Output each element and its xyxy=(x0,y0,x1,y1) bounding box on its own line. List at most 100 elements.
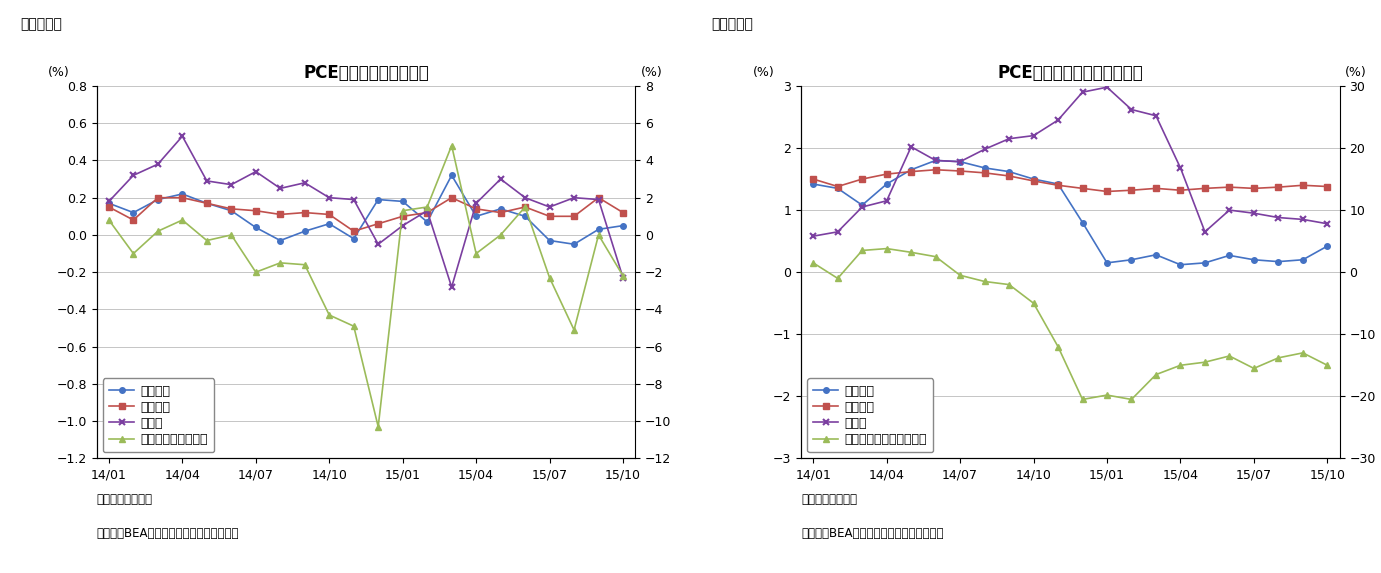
総合指数 xyxy=(1172,261,1189,268)
コア指数 xyxy=(1099,188,1116,195)
コア指数 xyxy=(247,207,264,214)
エネルギー関連（右軸） xyxy=(1025,300,1041,307)
コア指数 xyxy=(927,166,943,173)
コア指数 xyxy=(903,168,920,175)
食料品 xyxy=(805,233,822,240)
エネルギー関連（右軸） xyxy=(1123,396,1139,403)
総合指数 xyxy=(1246,256,1262,263)
エネルギー関連（右軸） xyxy=(1050,343,1066,350)
総合指数 xyxy=(272,237,289,244)
コア指数 xyxy=(370,220,387,227)
コア指数 xyxy=(174,194,191,201)
総合指数 xyxy=(222,207,240,214)
エネルギー関連（右軸） xyxy=(878,245,895,252)
コア指数 xyxy=(1001,172,1018,179)
コア指数 xyxy=(418,209,435,216)
Line: エネルギー（右軸）: エネルギー（右軸） xyxy=(106,143,626,430)
エネルギー（右軸） xyxy=(174,217,191,223)
食料品 xyxy=(1196,229,1213,236)
総合指数 xyxy=(418,218,435,225)
総合指数 xyxy=(1001,168,1018,175)
エネルギー関連（右軸） xyxy=(1148,371,1164,378)
食料品 xyxy=(1123,106,1139,113)
コア指数 xyxy=(1025,178,1041,185)
食料品 xyxy=(853,203,870,210)
エネルギー（右軸） xyxy=(443,142,460,149)
エネルギー（右軸） xyxy=(297,261,313,268)
食料品 xyxy=(952,158,968,165)
エネルギー（右軸） xyxy=(101,217,117,223)
コア指数 xyxy=(830,183,847,190)
総合指数 xyxy=(1025,175,1041,182)
Text: （注）季節調整済: （注）季節調整済 xyxy=(97,493,153,506)
食料品 xyxy=(1001,135,1018,142)
エネルギー（右軸） xyxy=(566,327,583,333)
食料品 xyxy=(516,194,533,201)
コア指数 xyxy=(1148,185,1164,192)
エネルギー（右軸） xyxy=(149,227,166,235)
総合指数 xyxy=(541,237,558,244)
総合指数 xyxy=(468,213,485,219)
食料品 xyxy=(1271,214,1287,221)
コア指数 xyxy=(952,167,968,174)
エネルギー関連（右軸） xyxy=(1099,392,1116,399)
コア指数 xyxy=(149,194,166,201)
エネルギー関連（右軸） xyxy=(903,249,920,256)
総合指数 xyxy=(297,227,313,235)
食料品 xyxy=(1148,112,1164,119)
エネルギー関連（右軸） xyxy=(1001,281,1018,288)
Text: （注）季節調整済: （注）季節調整済 xyxy=(801,493,858,506)
コア指数 xyxy=(853,175,870,182)
コア指数 xyxy=(492,209,508,216)
Text: (%): (%) xyxy=(641,65,663,79)
コア指数 xyxy=(590,194,606,201)
エネルギー関連（右軸） xyxy=(805,260,822,266)
食料品 xyxy=(492,175,508,182)
エネルギー（右軸） xyxy=(541,274,558,281)
エネルギー関連（右軸） xyxy=(1074,396,1091,403)
総合指数 xyxy=(1221,252,1237,259)
食料品 xyxy=(149,160,166,167)
総合指数 xyxy=(878,180,895,187)
コア指数 xyxy=(541,213,558,219)
食料品 xyxy=(1221,207,1237,214)
食料品 xyxy=(443,284,460,291)
エネルギー関連（右軸） xyxy=(853,247,870,254)
食料品 xyxy=(927,157,943,164)
コア指数 xyxy=(395,213,412,219)
エネルギー（右軸） xyxy=(272,260,289,266)
食料品 xyxy=(345,196,362,203)
エネルギー関連（右軸） xyxy=(952,272,968,278)
食料品 xyxy=(566,194,583,201)
食料品 xyxy=(878,197,895,204)
Legend: 総合指数, コア指数, 食料品, エネルギー（右軸）: 総合指数, コア指数, 食料品, エネルギー（右軸） xyxy=(104,378,214,452)
エネルギー（右軸） xyxy=(395,207,412,214)
コア指数 xyxy=(272,211,289,218)
エネルギー関連（右軸） xyxy=(1172,362,1189,369)
Text: （資料）BEAよりニッセイ基礎研究所作成: （資料）BEAよりニッセイ基礎研究所作成 xyxy=(801,527,943,540)
Title: PCE価格指数（前年同月比）: PCE価格指数（前年同月比） xyxy=(997,64,1143,81)
総合指数 xyxy=(174,190,191,197)
コア指数 xyxy=(1246,185,1262,192)
総合指数 xyxy=(1074,219,1091,226)
エネルギー関連（右軸） xyxy=(830,275,847,282)
総合指数 xyxy=(1050,180,1066,187)
エネルギー（右軸） xyxy=(199,237,215,244)
Line: 総合指数: 総合指数 xyxy=(106,172,626,247)
Text: (%): (%) xyxy=(48,65,70,79)
エネルギー（右軸） xyxy=(247,269,264,276)
コア指数 xyxy=(199,200,215,207)
エネルギー（右軸） xyxy=(222,231,240,238)
総合指数 xyxy=(1319,242,1335,249)
Line: コア指数: コア指数 xyxy=(106,195,626,234)
食料品 xyxy=(101,198,117,205)
食料品 xyxy=(247,168,264,175)
総合指数 xyxy=(566,241,583,248)
総合指数 xyxy=(830,185,847,192)
エネルギー（右軸） xyxy=(590,231,606,238)
食料品 xyxy=(1172,164,1189,171)
エネルギー関連（右軸） xyxy=(1246,365,1262,372)
総合指数 xyxy=(927,157,943,164)
総合指数 xyxy=(345,235,362,242)
エネルギー関連（右軸） xyxy=(1271,354,1287,361)
